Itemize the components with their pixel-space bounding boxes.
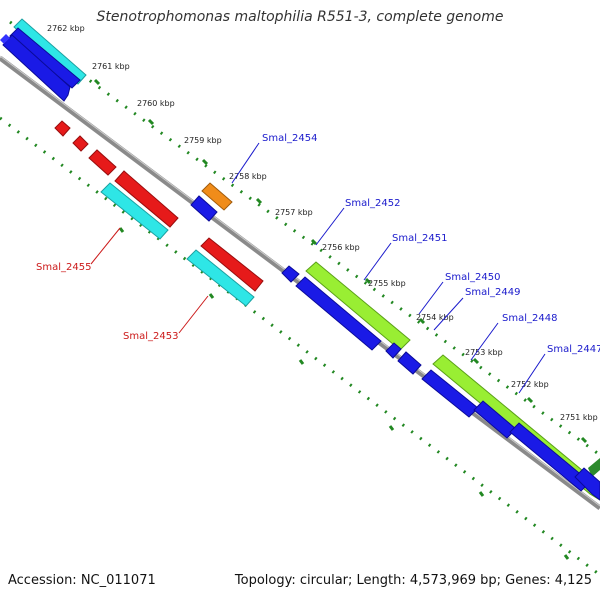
- major-tick: [147, 118, 155, 126]
- gene-label-smal-2450: Smal_2450: [445, 272, 500, 283]
- major-tick: [118, 227, 125, 233]
- major-tick: [526, 396, 534, 404]
- map-title: Stenotrophomonas maltophilia R551-3, com…: [96, 9, 504, 25]
- leader-blue: [418, 281, 444, 315]
- gene-lime-long: [305, 261, 411, 351]
- major-tick: [472, 357, 480, 365]
- gene-label-smal-2451: Smal_2451: [392, 233, 447, 244]
- leader-blue: [433, 297, 464, 331]
- major-tick: [255, 197, 263, 205]
- ruler-label: 2756 kbp: [322, 243, 360, 252]
- gene-features: [0, 18, 600, 501]
- ruler-labels: 2762 kbp 2761 kbp 2760 kbp 2759 kbp 2758…: [47, 24, 598, 422]
- ruler-label: 2752 kbp: [511, 380, 549, 389]
- major-tick: [388, 425, 395, 431]
- gene-label-smal-2449: Smal_2449: [465, 287, 520, 298]
- leader-blue: [518, 353, 546, 394]
- gene-red-2: [72, 135, 89, 152]
- gene-orange: [201, 182, 233, 211]
- major-tick: [201, 158, 209, 166]
- ruler-label: 2753 kbp: [465, 348, 503, 357]
- major-tick: [208, 293, 215, 299]
- major-tick: [478, 491, 485, 497]
- gene-blue-r4: [574, 467, 600, 501]
- ruler-label: 2754 kbp: [416, 313, 454, 322]
- gene-blue-r3: [509, 422, 591, 492]
- gene-label-smal-2447: Smal_2447: [547, 344, 600, 355]
- ruler-label: 2759 kbp: [184, 136, 222, 145]
- ruler-label: 2762 kbp: [47, 24, 85, 33]
- leader-blue: [315, 207, 345, 246]
- gene-label-smal-2452: Smal_2452: [345, 198, 400, 209]
- ruler-label: 2751 kbp: [560, 413, 598, 422]
- gene-blue-tiny: [281, 265, 300, 283]
- major-tick: [418, 317, 426, 325]
- leader-red: [90, 227, 121, 265]
- ruler-label: 2761 kbp: [92, 62, 130, 71]
- gene-red-mid: [200, 237, 264, 292]
- gene-blue-c2: [397, 351, 422, 375]
- major-tick: [563, 554, 570, 560]
- gene-label-smal-2454: Smal_2454: [262, 133, 317, 144]
- ruler-label: 2757 kbp: [275, 208, 313, 217]
- backbone-highlight: [0, 55, 600, 507]
- major-tick: [580, 436, 588, 444]
- accession-text: Accession: NC_011071: [8, 573, 156, 588]
- ruler-label: 2760 kbp: [137, 99, 175, 108]
- major-tick: [364, 277, 372, 285]
- gene-blue-small: [190, 195, 218, 222]
- gene-label-smal-2448: Smal_2448: [502, 313, 557, 324]
- major-tick: [93, 78, 101, 86]
- gene-labels: Smal_2454 Smal_2452 Smal_2451 Smal_2450 …: [36, 133, 600, 355]
- ruler-label: 2758 kbp: [229, 172, 267, 181]
- leader-red: [178, 295, 209, 334]
- genome-stats-text: Topology: circular; Length: 4,573,969 bp…: [234, 573, 592, 588]
- tick-guides: [0, 20, 600, 577]
- major-ticks: [38, 40, 588, 560]
- gene-red-1: [54, 120, 71, 137]
- gene-label-smal-2455: Smal_2455: [36, 262, 91, 273]
- gene-cyan-mid: [100, 182, 169, 240]
- major-tick: [298, 359, 305, 365]
- tick-guide-lower: [0, 116, 600, 577]
- leader-blue: [363, 242, 392, 281]
- tick-guide-upper: [9, 20, 600, 457]
- gene-red-3: [88, 149, 117, 176]
- gene-red-4: [114, 170, 179, 228]
- major-tick: [310, 238, 318, 246]
- leader-blue: [470, 322, 499, 361]
- gene-label-smal-2453: Smal_2453: [123, 331, 178, 342]
- gene-leaders: [90, 142, 546, 394]
- gene-blue-topleft-2: [2, 34, 71, 102]
- gene-blue-c1: [385, 342, 402, 359]
- gene-blue-long: [295, 276, 382, 351]
- gene-blue-topleft-tip: [0, 34, 10, 44]
- ruler-label: 2755 kbp: [368, 279, 406, 288]
- gene-cyan-lower: [186, 249, 255, 307]
- gene-green-edge: [588, 458, 600, 477]
- leader-blue: [231, 142, 260, 184]
